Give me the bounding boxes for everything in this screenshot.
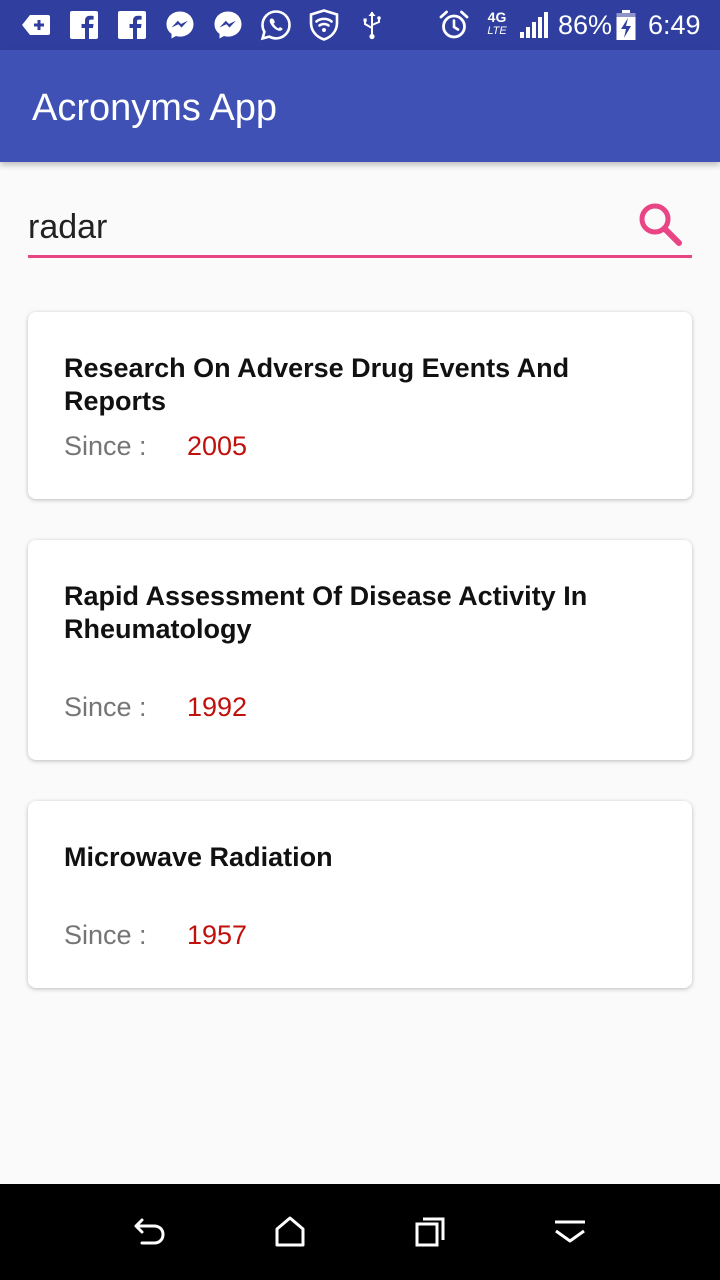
shield-icon (308, 9, 340, 41)
hide-nav-icon (555, 1220, 585, 1243)
result-card[interactable]: Microwave Radiation Since : 1957 (28, 801, 692, 988)
home-button[interactable] (262, 1204, 318, 1260)
since-label: Since : (64, 431, 147, 461)
result-title: Research On Adverse Drug Events And Repo… (64, 353, 570, 416)
since-year: 2005 (187, 431, 248, 461)
facebook-icon (116, 9, 148, 41)
app-bar: Acronyms App (0, 50, 720, 162)
search-icon (639, 203, 682, 246)
recents-icon (415, 1217, 445, 1247)
battery-percent: 86% (558, 10, 613, 40)
back-button[interactable] (122, 1204, 178, 1260)
messenger-icon (212, 9, 244, 41)
page-title: Acronyms App (32, 87, 277, 129)
since-year: 1957 (187, 920, 248, 950)
result-title: Microwave Radiation (64, 842, 333, 872)
result-title: Rapid Assessment Of Disease Activity In … (64, 581, 588, 644)
facebook-icon (68, 9, 100, 41)
signal-icon (518, 9, 550, 41)
navigation-bar (0, 1184, 720, 1280)
back-icon (134, 1218, 165, 1245)
usb-icon (356, 9, 388, 41)
plus-badge-icon (20, 9, 52, 41)
whatsapp-icon (260, 9, 292, 41)
search-button[interactable] (634, 198, 686, 250)
hide-nav-button[interactable] (542, 1204, 598, 1260)
recents-button[interactable] (402, 1204, 458, 1260)
home-icon (275, 1216, 305, 1247)
status-bar: 4G LTE 86% 6:49 (0, 0, 720, 50)
result-card[interactable]: Research On Adverse Drug Events And Repo… (28, 312, 692, 499)
search-input[interactable] (28, 200, 628, 254)
network-type-icon: 4G LTE (487, 9, 507, 37)
since-label: Since : (64, 692, 147, 722)
alarm-icon (438, 9, 470, 41)
result-card[interactable]: Rapid Assessment Of Disease Activity In … (28, 540, 692, 760)
clock: 6:49 (648, 10, 701, 40)
battery-icon (614, 9, 638, 41)
since-year: 1992 (187, 692, 248, 722)
since-label: Since : (64, 920, 147, 950)
messenger-icon (164, 9, 196, 41)
search-underline (28, 255, 692, 258)
